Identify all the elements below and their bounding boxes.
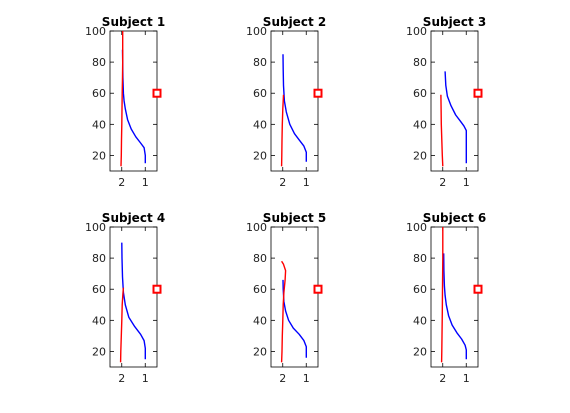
square-marker — [152, 284, 162, 294]
axes-frame — [430, 226, 479, 368]
axes-frame — [430, 30, 479, 172]
subplot-title: Subject 2 — [263, 15, 326, 29]
y-tick-label: 100 — [406, 221, 427, 234]
y-tick-label: 40 — [92, 314, 106, 327]
y-tick-label: 40 — [413, 314, 427, 327]
subplot-3: Subject 3 20 40 60 80 100 2 1 — [406, 15, 486, 189]
subplot-title: Subject 3 — [423, 15, 486, 29]
y-tick-label: 20 — [413, 345, 427, 358]
square-marker — [313, 284, 323, 294]
y-tick-label: 100 — [246, 221, 267, 234]
y-tick-label: 20 — [253, 345, 267, 358]
x-tick-label: 1 — [463, 176, 470, 189]
y-tick-label: 100 — [406, 25, 427, 38]
axes-frame — [270, 30, 319, 172]
subplot-title: Subject 5 — [263, 211, 326, 225]
subplot-2: Subject 2 20 40 60 80 100 2 1 — [246, 15, 326, 189]
red-series-line — [120, 31, 124, 167]
y-tick-label: 60 — [92, 283, 106, 296]
y-tick-label: 60 — [413, 87, 427, 100]
y-tick-label: 60 — [253, 283, 267, 296]
y-tick-label: 80 — [253, 56, 267, 69]
square-marker — [152, 88, 162, 98]
y-tick-label: 60 — [253, 87, 267, 100]
x-tick-label: 1 — [303, 176, 310, 189]
y-tick-label: 80 — [92, 56, 106, 69]
x-tick-label: 2 — [439, 372, 446, 385]
y-tick-label: 40 — [253, 118, 267, 131]
y-tick-label: 80 — [413, 56, 427, 69]
square-marker — [313, 88, 323, 98]
subplot-title: Subject 4 — [102, 211, 165, 225]
x-tick-label: 1 — [142, 176, 149, 189]
subplot-1: Subject 1 20 40 60 80 100 2 1 — [85, 15, 165, 189]
y-tick-label: 20 — [253, 149, 267, 162]
subplot-title: Subject 1 — [102, 15, 165, 29]
red-series-line — [280, 94, 285, 167]
blue-series-line — [443, 253, 467, 360]
y-tick-label: 80 — [413, 252, 427, 265]
subplot-title: Subject 6 — [423, 211, 486, 225]
y-tick-label: 20 — [92, 149, 106, 162]
red-series-line — [440, 227, 444, 363]
subplot-4: Subject 4 20 40 60 80 100 2 1 — [85, 211, 165, 385]
y-tick-label: 40 — [413, 118, 427, 131]
subplot-6: Subject 6 20 40 60 80 100 2 1 — [406, 211, 486, 385]
y-tick-label: 80 — [92, 252, 106, 265]
y-tick-label: 60 — [92, 87, 106, 100]
red-series-line — [119, 287, 125, 363]
square-marker — [473, 284, 483, 294]
y-tick-label: 20 — [413, 149, 427, 162]
y-tick-label: 40 — [92, 118, 106, 131]
x-tick-label: 2 — [439, 176, 446, 189]
y-tick-label: 100 — [246, 25, 267, 38]
y-tick-label: 40 — [253, 314, 267, 327]
y-tick-label: 100 — [85, 221, 106, 234]
x-tick-label: 2 — [279, 176, 286, 189]
y-tick-label: 60 — [413, 283, 427, 296]
subplot-5: Subject 5 20 40 60 80 100 2 1 — [246, 211, 326, 385]
x-tick-label: 2 — [118, 176, 125, 189]
axes-frame — [109, 226, 158, 368]
blue-series-line — [121, 242, 147, 360]
blue-series-line — [444, 71, 467, 164]
red-series-line — [440, 94, 444, 167]
y-tick-label: 20 — [92, 345, 106, 358]
y-tick-label: 100 — [85, 25, 106, 38]
blue-series-line — [282, 54, 307, 162]
x-tick-label: 1 — [463, 372, 470, 385]
y-tick-label: 80 — [253, 252, 267, 265]
x-tick-label: 2 — [279, 372, 286, 385]
red-series-line — [280, 260, 287, 363]
square-marker — [473, 88, 483, 98]
axes-frame — [270, 226, 319, 368]
axes-frame — [109, 30, 158, 172]
x-tick-label: 1 — [142, 372, 149, 385]
x-tick-label: 2 — [118, 372, 125, 385]
x-tick-label: 1 — [303, 372, 310, 385]
